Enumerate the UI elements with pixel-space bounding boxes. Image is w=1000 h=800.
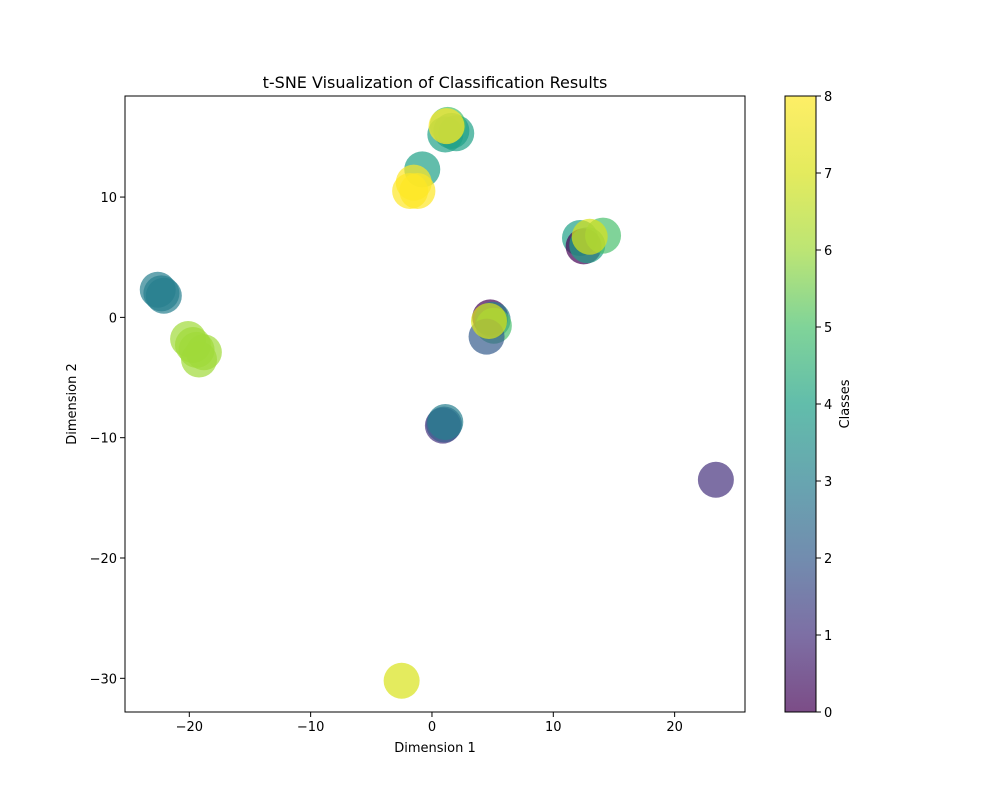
y-tick-label: −20: [90, 552, 117, 567]
y-tick-label: −30: [90, 672, 117, 687]
colorbar-tick-label: 0: [824, 706, 832, 721]
y-axis-ticks: −30 −20 −10 0 10: [90, 191, 125, 687]
colorbar-tick-label: 8: [824, 90, 832, 105]
x-axis-label: Dimension 1: [394, 741, 476, 756]
colorbar-ticks: 0 1 2 3 4 5 6 7 8: [816, 90, 832, 721]
colorbar-tick-label: 5: [824, 321, 832, 336]
scatter-point: [470, 302, 507, 339]
colorbar-label: Classes: [838, 379, 853, 428]
colorbar-tick-label: 2: [824, 552, 832, 567]
colorbar-tick-label: 6: [824, 244, 832, 259]
chart-title: t-SNE Visualization of Classification Re…: [263, 73, 608, 92]
x-axis-ticks: −20 −10 0 10 20: [176, 712, 683, 735]
points-layer: [139, 106, 734, 699]
scatter-point: [145, 277, 182, 314]
scatter-point: [399, 173, 436, 210]
x-tick-label: −20: [176, 720, 203, 735]
colorbar-tick-label: 4: [824, 398, 832, 413]
x-tick-label: 0: [428, 720, 436, 735]
scatter-point: [571, 218, 608, 255]
colorbar-tick-label: 7: [824, 167, 832, 182]
scatter-point: [428, 108, 465, 145]
y-tick-label: 10: [100, 191, 117, 206]
y-tick-label: −10: [90, 432, 117, 447]
plot-area-frame: [124, 95, 746, 713]
y-axis-label: Dimension 2: [65, 363, 80, 445]
x-tick-label: 20: [666, 720, 683, 735]
x-tick-label: −10: [297, 720, 324, 735]
colorbar-tick-label: 1: [824, 629, 832, 644]
scatter-point: [427, 404, 464, 441]
scatter-point: [383, 662, 420, 699]
x-tick-label: 10: [545, 720, 562, 735]
colorbar: [784, 95, 817, 713]
scatter-point: [181, 341, 218, 378]
colorbar-tick-label: 3: [824, 475, 832, 490]
scatter-point: [697, 461, 734, 498]
y-tick-label: 0: [109, 311, 117, 326]
